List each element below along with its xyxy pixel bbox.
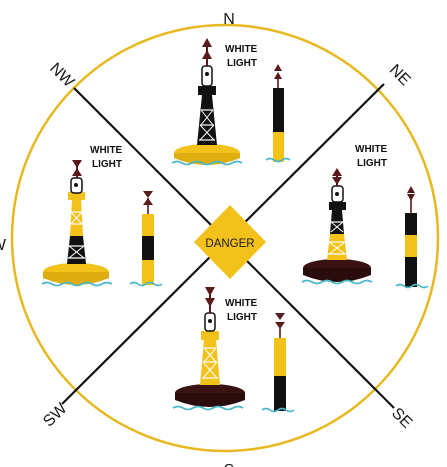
direction-se: SE (388, 405, 415, 432)
direction-sw: SW (40, 400, 71, 431)
south-spar (274, 338, 286, 376)
east-marker: WHITE LIGHT (301, 144, 429, 289)
north-marker: WHITE LIGHT (171, 38, 291, 166)
direction-n: N (223, 11, 235, 28)
compass-ring (10, 23, 440, 453)
danger-label: DANGER (205, 238, 254, 250)
north-light-label-line1: WHITE (225, 44, 258, 55)
south-marker: WHITE LIGHT (172, 287, 295, 413)
west-light-label-line2: LIGHT (92, 159, 122, 170)
west-light-label-line1: WHITE (90, 145, 123, 156)
west-marker: WHITE LIGHT (41, 145, 163, 287)
north-light-label-line2: LIGHT (227, 58, 257, 69)
south-light-label-line2: LIGHT (227, 312, 257, 323)
direction-w: W (0, 237, 7, 254)
direction-nw: NW (46, 60, 78, 92)
north-spar (273, 88, 284, 132)
east-spar (405, 213, 417, 235)
direction-s: S (224, 462, 235, 467)
danger-diamond: DANGER (194, 205, 266, 279)
east-light-label-line1: WHITE (355, 144, 388, 155)
east-light-label-line2: LIGHT (357, 158, 387, 169)
direction-ne: NE (386, 61, 414, 89)
south-light-label-line1: WHITE (225, 298, 258, 309)
west-spar (142, 214, 154, 236)
